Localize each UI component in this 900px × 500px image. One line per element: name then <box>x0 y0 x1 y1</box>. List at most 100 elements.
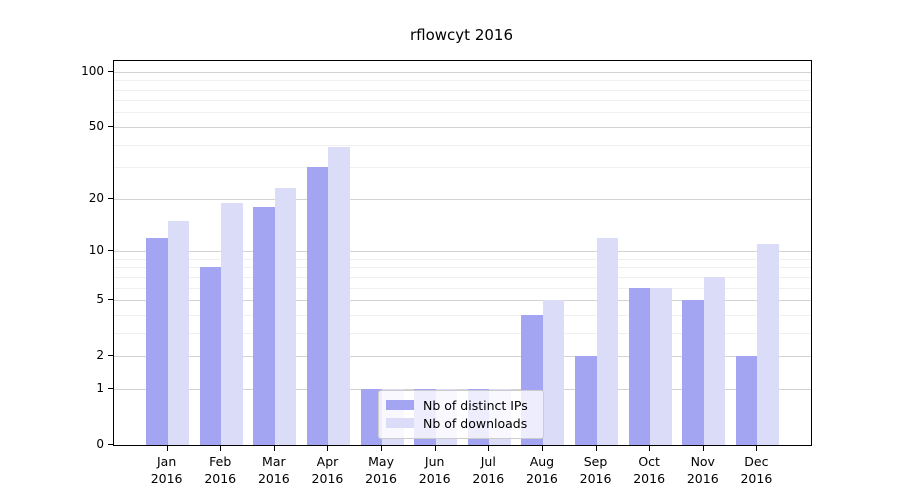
bar-distinct-ips-feb <box>199 267 222 445</box>
bar-distinct-ips-jan <box>146 237 168 445</box>
y-tick-label-0: 0 <box>96 437 104 451</box>
y-tick-mark-5 <box>108 299 113 301</box>
gridline-minor-3 <box>114 332 811 334</box>
x-tick-month: Nov <box>690 454 715 469</box>
bar-downloads-dec <box>757 244 779 445</box>
gridline-major-100 <box>114 71 811 73</box>
y-tick-mark-0 <box>108 444 113 445</box>
x-tick-year: 2016 <box>150 471 183 486</box>
bar-downloads-sep <box>596 237 619 445</box>
x-tick-month: Oct <box>638 454 660 469</box>
legend-label-downloads: Nb of downloads <box>423 415 528 431</box>
bar-downloads-mar <box>274 187 297 445</box>
x-tick-mark-nov <box>702 446 704 451</box>
bar-distinct-ips-sep <box>575 356 597 445</box>
gridline-minor-8 <box>114 267 811 269</box>
x-tick-month: May <box>368 454 394 469</box>
y-tick-mark-100 <box>108 70 113 72</box>
y-tick-label-10: 10 <box>88 243 104 258</box>
y-tick-mark-10 <box>108 250 113 252</box>
x-tick-year: 2016 <box>418 471 451 486</box>
x-tick-label-mar: Mar 2016 <box>234 453 314 487</box>
bar-distinct-ips-nov <box>682 300 704 445</box>
bar-downloads-aug <box>542 300 565 445</box>
x-tick-month: Sep <box>583 454 608 469</box>
x-tick-month: Mar <box>262 454 286 469</box>
legend-row-distinct-ips: Nb of distinct IPs <box>386 396 543 414</box>
plot-area <box>113 60 812 446</box>
x-tick-month: Apr <box>316 454 339 469</box>
x-tick-label-may: May 2016 <box>341 453 421 487</box>
x-tick-year: 2016 <box>740 471 773 486</box>
y-tick-label-5: 5 <box>96 292 104 307</box>
x-tick-mark-jun <box>434 446 436 451</box>
y-tick-label-20: 20 <box>88 190 104 205</box>
gridline-major-2 <box>114 356 811 358</box>
x-tick-mark-may <box>381 446 383 451</box>
bar-downloads-nov <box>703 276 726 445</box>
gridline-minor-7 <box>114 276 811 278</box>
gridline-minor-80 <box>114 89 811 91</box>
legend-label-distinct-ips: Nb of distinct IPs <box>423 397 528 413</box>
x-tick-year: 2016 <box>579 471 612 486</box>
gridline-minor-90 <box>114 80 811 82</box>
bar-distinct-ips-apr <box>306 167 329 445</box>
gridline-major-1 <box>114 388 811 390</box>
x-tick-month: Aug <box>529 454 555 469</box>
y-tick-mark-2 <box>108 355 113 357</box>
y-tick-mark-50 <box>108 125 113 127</box>
x-tick-mark-mar <box>273 446 275 451</box>
x-tick-label-apr: Apr 2016 <box>287 453 367 487</box>
x-tick-year: 2016 <box>526 471 558 486</box>
x-tick-label-feb: Feb 2016 <box>180 453 260 487</box>
x-tick-mark-feb <box>220 446 222 451</box>
gridline-minor-70 <box>114 100 811 102</box>
bar-distinct-ips-oct <box>628 287 651 445</box>
x-tick-label-dec: Dec 2016 <box>716 453 796 487</box>
x-tick-mark-jan <box>166 446 168 451</box>
x-tick-mark-apr <box>327 446 329 451</box>
y-tick-mark-1 <box>108 387 113 389</box>
x-tick-month: Dec <box>744 454 769 469</box>
gridline-major-5 <box>114 300 811 302</box>
x-tick-label-aug: Aug 2016 <box>502 453 582 487</box>
gridline-minor-4 <box>114 314 811 316</box>
x-tick-label-jul: Jul 2016 <box>448 453 528 487</box>
bar-distinct-ips-mar <box>253 206 275 445</box>
bar-downloads-jan <box>167 220 190 445</box>
gridline-minor-30 <box>114 167 811 169</box>
legend: Nb of distinct IPs Nb of downloads <box>378 390 544 439</box>
bar-distinct-ips-dec <box>735 356 758 445</box>
x-tick-mark-jul <box>488 446 490 451</box>
x-tick-year: 2016 <box>311 471 344 486</box>
x-tick-month: Jan <box>156 454 177 469</box>
bar-downloads-feb <box>221 202 243 445</box>
x-tick-year: 2016 <box>633 471 666 486</box>
legend-swatch-downloads <box>386 418 414 428</box>
x-tick-label-jun: Jun 2016 <box>395 453 475 487</box>
x-tick-mark-aug <box>541 446 543 451</box>
bar-downloads-apr <box>328 146 350 445</box>
gridline-minor-9 <box>114 258 811 260</box>
x-tick-year: 2016 <box>204 471 237 486</box>
x-tick-year: 2016 <box>257 471 290 486</box>
x-tick-mark-oct <box>649 446 651 451</box>
y-tick-label-100: 100 <box>81 63 104 78</box>
bar-downloads-oct <box>650 287 672 445</box>
bar-distinct-ips-may <box>360 388 383 445</box>
gridline-minor-40 <box>114 144 811 146</box>
gridline-minor-60 <box>114 112 811 114</box>
y-tick-label-1: 1 <box>96 380 104 395</box>
x-tick-label-jan: Jan 2016 <box>127 453 207 487</box>
x-tick-mark-sep <box>595 446 597 451</box>
x-tick-mark-dec <box>756 446 758 451</box>
legend-row-downloads: Nb of downloads <box>386 414 543 432</box>
y-tick-label-2: 2 <box>96 348 104 363</box>
gridline-major-10 <box>114 251 811 253</box>
x-tick-month: Feb <box>209 454 232 469</box>
x-tick-year: 2016 <box>472 471 505 486</box>
x-tick-month: Jun <box>424 454 445 469</box>
y-tick-label-50: 50 <box>88 118 104 133</box>
chart-title: rflowcyt 2016 <box>409 26 513 44</box>
